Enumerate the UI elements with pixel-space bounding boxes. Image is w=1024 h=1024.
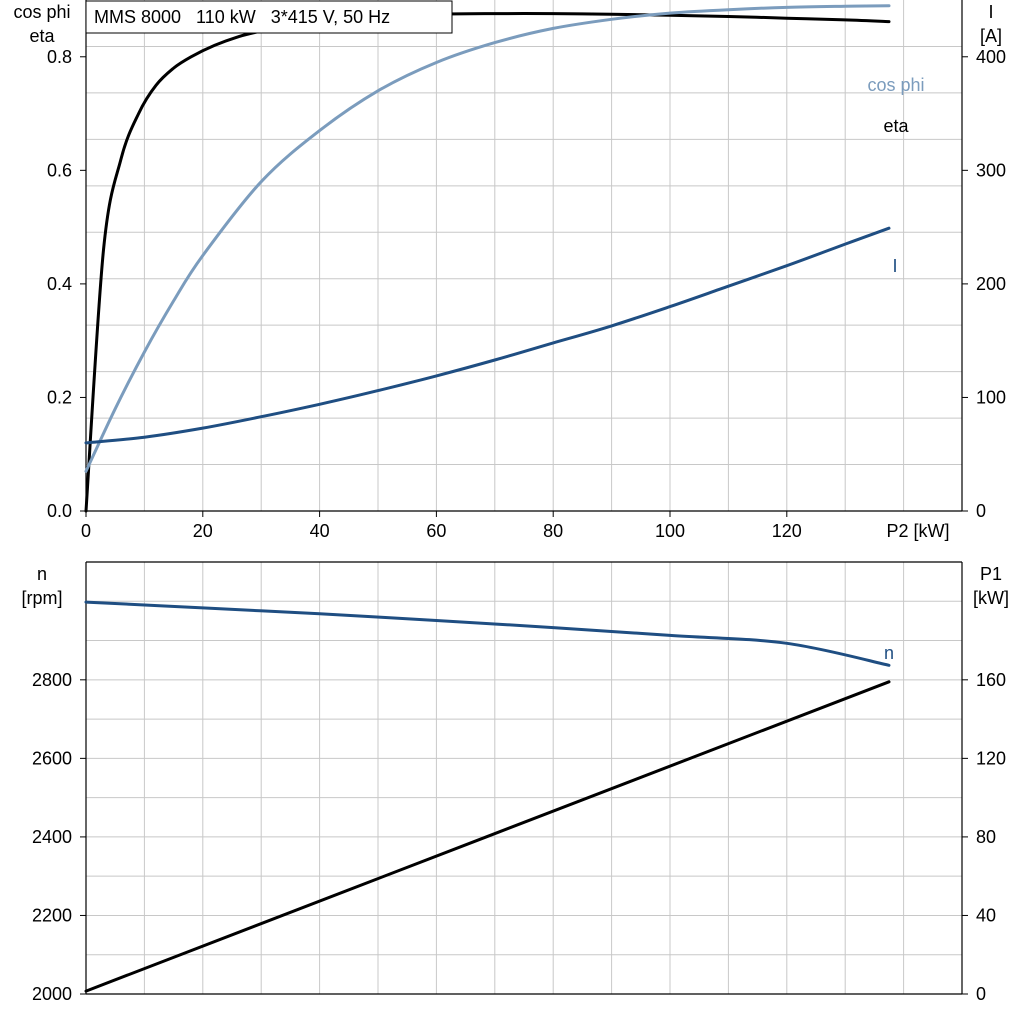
eta-series-label: eta	[883, 116, 909, 136]
right-tick-label: 40	[976, 905, 996, 925]
n-series-label: n	[884, 643, 894, 663]
right-tick-label: 100	[976, 387, 1006, 407]
x-tick-label: 60	[426, 521, 446, 541]
left-tick-label: 0.8	[47, 47, 72, 67]
left-tick-label: 0.0	[47, 501, 72, 521]
chart-title-box: MMS 8000 110 kW 3*415 V, 50 Hz	[85, 0, 453, 34]
i-series-line	[84, 226, 891, 445]
x-tick-label: 40	[310, 521, 330, 541]
top-panel-cos-phi-eta-current: 0.0 0.2 0.4 0.6 0.8 0 100 200 300 400 0 20 40 60 80 100…	[13, 0, 1006, 541]
left-tick-label: 0.6	[47, 160, 72, 180]
p1-series-line	[84, 680, 891, 993]
cos-phi-series-label: cos phi	[867, 75, 924, 95]
n-series-line	[84, 600, 891, 667]
grid-lines	[86, 0, 962, 511]
x-tick-label: 100	[655, 521, 685, 541]
right-tick-label: 300	[976, 160, 1006, 180]
x-tick-label: 0	[81, 521, 91, 541]
left-axis-label: n	[37, 564, 47, 584]
right-tick-label: 80	[976, 827, 996, 847]
left-axis-label: cos phi	[13, 2, 70, 22]
left-tick-label: 2000	[32, 984, 72, 1004]
x-tick-label: 120	[772, 521, 802, 541]
left-axis-label: eta	[29, 26, 55, 46]
x-axis-label: P2 [kW]	[886, 521, 949, 541]
i-series-label: I	[892, 256, 897, 276]
right-axis-label: P1	[980, 564, 1002, 584]
left-tick-label: 2800	[32, 670, 72, 690]
left-tick-label: 0.2	[47, 387, 72, 407]
bottom-panel-speed-input-power: 2000 2200 2400 2600 2800 0 40 80 120 160 n [rpm] P1 […	[21, 561, 1009, 1004]
right-axis-label: [A]	[980, 26, 1002, 46]
x-tick-label: 20	[193, 521, 213, 541]
left-axis-label: [rpm]	[21, 588, 62, 608]
left-tick-label: 2200	[32, 905, 72, 925]
left-tick-label: 0.4	[47, 274, 72, 294]
right-tick-label: 200	[976, 274, 1006, 294]
right-tick-label: 120	[976, 748, 1006, 768]
right-tick-label: 160	[976, 670, 1006, 690]
right-tick-label: 0	[976, 501, 986, 521]
left-tick-label: 2400	[32, 827, 72, 847]
eta-series-line	[84, 12, 891, 513]
x-tick-label: 80	[543, 521, 563, 541]
right-axis-label: [kW]	[973, 588, 1009, 608]
right-axis-label: I	[988, 2, 993, 22]
cos-phi-series-line	[84, 4, 891, 473]
right-tick-label: 0	[976, 984, 986, 1004]
right-tick-label: 400	[976, 47, 1006, 67]
left-tick-label: 2600	[32, 748, 72, 768]
chart-title: MMS 8000 110 kW 3*415 V, 50 Hz	[94, 7, 390, 27]
